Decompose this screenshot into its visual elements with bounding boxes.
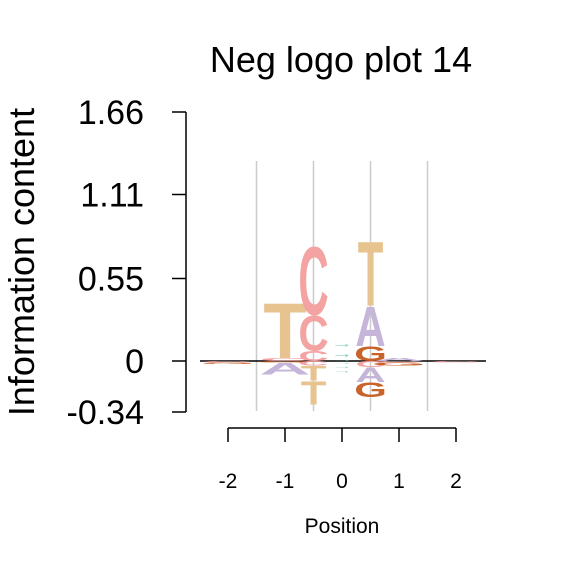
logo-letter: G <box>354 343 387 366</box>
logo-letter: G <box>257 361 312 363</box>
logo-letter: T <box>263 286 306 374</box>
logo-letter: C <box>373 361 424 363</box>
logo-letter: → <box>331 367 354 374</box>
logo-letter: → <box>331 363 354 370</box>
logo-letter: A <box>259 359 310 378</box>
x-tick-label: 1 <box>393 470 405 493</box>
logo-letter: C <box>259 357 310 362</box>
logo-letter: → <box>331 346 354 362</box>
logo-letter: → <box>331 336 354 350</box>
logo-letter: C <box>430 361 481 363</box>
logo-letter: C <box>298 305 328 361</box>
logo-letter: G <box>371 362 426 367</box>
logo-letter: T <box>358 223 384 326</box>
logo-letter: G <box>200 362 255 364</box>
logo-letter: A <box>355 364 385 387</box>
logo-letter: A <box>355 295 385 358</box>
y-tick-label: 1.11 <box>80 177 144 215</box>
x-tick-label: -1 <box>276 470 295 493</box>
y-tick-label: 0 <box>125 343 144 381</box>
logo-letter: C <box>355 360 385 369</box>
logo-letter: T <box>301 362 327 385</box>
y-tick-label: 0.55 <box>78 261 144 299</box>
logo-letter: A <box>373 357 424 362</box>
logo-letter: C <box>298 226 328 335</box>
logo-letter: G <box>354 379 387 402</box>
logo-letter: → <box>331 357 354 362</box>
x-axis-label: Position <box>305 515 380 538</box>
logo-letter: C <box>202 361 253 363</box>
x-tick-label: -2 <box>219 470 238 493</box>
y-tick-label: 1.66 <box>78 94 144 132</box>
x-tick-label: 0 <box>336 470 348 493</box>
logo-letter: → <box>331 360 354 365</box>
axes: 1.66 1.11 0.55 0 -0.34 -2 -1 0 1 2 <box>67 94 462 493</box>
y-tick-label: -0.34 <box>67 394 145 432</box>
gridlines <box>255 161 429 411</box>
chart-title: Neg logo plot 14 <box>210 39 472 80</box>
logo-letter: C <box>298 348 328 364</box>
logo-letter: C <box>298 360 328 367</box>
y-axis-label: Information content <box>1 108 42 416</box>
logo-letter: T <box>301 375 327 412</box>
x-tick-label: 2 <box>450 470 462 493</box>
